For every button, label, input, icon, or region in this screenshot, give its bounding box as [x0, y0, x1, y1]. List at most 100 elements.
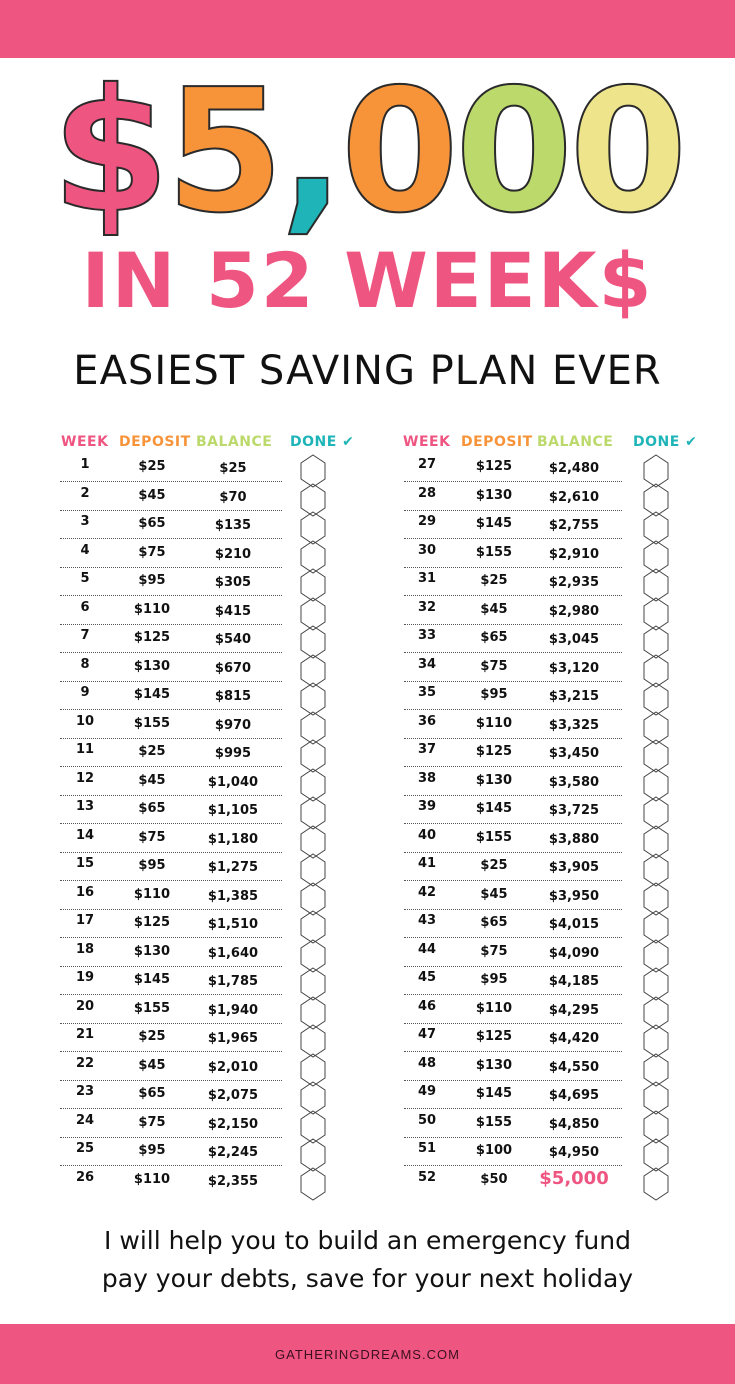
- balance-cell: $815: [214, 689, 252, 704]
- header-done: DONE ✔: [290, 434, 355, 450]
- balance-cell: $2,935: [548, 575, 600, 590]
- done-checkbox-hexagon[interactable]: [643, 710, 669, 745]
- done-checkbox-hexagon[interactable]: [300, 910, 326, 944]
- done-checkbox-hexagon[interactable]: [643, 1081, 669, 1115]
- deposit-cell: $125: [475, 744, 513, 759]
- done-checkbox-hexagon[interactable]: [300, 596, 326, 631]
- done-checkbox-hexagon[interactable]: [300, 653, 326, 688]
- done-checkbox-hexagon[interactable]: [643, 1024, 669, 1058]
- done-checkbox-hexagon[interactable]: [300, 824, 326, 859]
- deposit-cell: $145: [475, 801, 513, 816]
- done-checkbox-hexagon[interactable]: [300, 682, 326, 716]
- balance-cell: $1,965: [207, 1031, 259, 1046]
- header-deposit: DEPOSIT: [119, 434, 191, 450]
- done-checkbox-hexagon[interactable]: [643, 881, 669, 916]
- done-checkbox-hexagon[interactable]: [300, 796, 326, 830]
- done-checkbox-hexagon[interactable]: [300, 454, 326, 488]
- bottom-band: GATHERINGDREAMS.COM: [0, 1324, 735, 1384]
- done-checkbox-hexagon[interactable]: [300, 568, 326, 602]
- balance-cell: $3,215: [548, 689, 600, 704]
- balance-cell: $1,180: [207, 831, 259, 847]
- done-checkbox-hexagon[interactable]: [643, 568, 669, 602]
- done-checkbox-hexagon[interactable]: [300, 767, 326, 802]
- done-checkbox-hexagon[interactable]: [300, 1052, 326, 1087]
- deposit-cell: $100: [475, 1143, 513, 1158]
- week-cell: 47: [417, 1027, 437, 1042]
- done-checkbox-hexagon[interactable]: [643, 625, 669, 659]
- done-checkbox-hexagon[interactable]: [300, 1081, 326, 1115]
- balance-cell: $3,325: [548, 717, 600, 733]
- deposit-cell: $75: [138, 1114, 166, 1130]
- done-checkbox-hexagon[interactable]: [643, 995, 669, 1030]
- row-divider: [404, 994, 622, 995]
- done-checkbox-hexagon[interactable]: [643, 511, 669, 545]
- deposit-cell: $65: [480, 630, 508, 645]
- footer-site: GATHERINGDREAMS.COM: [275, 1346, 460, 1362]
- row-divider: [404, 965, 622, 967]
- done-checkbox-hexagon[interactable]: [300, 482, 326, 517]
- deposit-cell: $155: [133, 715, 171, 731]
- balance-cell: $2,755: [548, 518, 600, 533]
- balance-cell: $1,275: [207, 860, 259, 875]
- deposit-cell: $145: [475, 516, 513, 531]
- done-checkbox-hexagon[interactable]: [643, 539, 669, 574]
- done-checkbox-hexagon[interactable]: [643, 454, 669, 488]
- done-checkbox-hexagon[interactable]: [300, 625, 326, 659]
- done-checkbox-hexagon[interactable]: [643, 853, 669, 887]
- done-checkbox-hexagon[interactable]: [643, 739, 669, 773]
- week-cell: 44: [417, 941, 437, 957]
- done-checkbox-hexagon[interactable]: [643, 1166, 669, 1201]
- done-checkbox-hexagon[interactable]: [643, 824, 669, 859]
- done-checkbox-hexagon[interactable]: [643, 767, 669, 802]
- done-checkbox-hexagon[interactable]: [643, 967, 669, 1001]
- week-cell: 48: [417, 1055, 437, 1071]
- row-divider: [60, 652, 282, 653]
- week-cell: 4: [80, 542, 90, 558]
- row-divider: [404, 1108, 622, 1109]
- week-cell: 7: [80, 628, 90, 643]
- done-checkbox-hexagon[interactable]: [300, 511, 326, 545]
- done-checkbox-hexagon[interactable]: [300, 1024, 326, 1058]
- balance-cell: $3,905: [548, 860, 600, 875]
- deposit-cell: $65: [138, 1086, 166, 1101]
- row-divider: [404, 766, 622, 767]
- done-checkbox-hexagon[interactable]: [643, 1138, 669, 1172]
- done-checkbox-hexagon[interactable]: [643, 1052, 669, 1087]
- done-checkbox-hexagon[interactable]: [300, 881, 326, 916]
- done-checkbox-hexagon[interactable]: [643, 910, 669, 944]
- done-checkbox-hexagon[interactable]: [300, 1138, 326, 1172]
- done-checkbox-hexagon[interactable]: [300, 967, 326, 1001]
- done-checkbox-hexagon[interactable]: [300, 710, 326, 745]
- week-cell: 14: [75, 827, 95, 843]
- row-divider: [404, 1165, 622, 1166]
- done-checkbox-hexagon[interactable]: [643, 653, 669, 688]
- done-checkbox-hexagon[interactable]: [300, 1109, 326, 1144]
- done-checkbox-hexagon[interactable]: [643, 796, 669, 830]
- done-checkbox-hexagon[interactable]: [300, 539, 326, 574]
- balance-cell: $1,385: [207, 888, 259, 904]
- week-cell: 9: [80, 685, 90, 700]
- done-checkbox-hexagon[interactable]: [300, 938, 326, 973]
- header-week: WEEK: [403, 434, 451, 450]
- week-cell: 37: [417, 742, 437, 757]
- week-cell: 45: [417, 970, 437, 985]
- done-checkbox-hexagon[interactable]: [300, 995, 326, 1030]
- row-divider: [404, 680, 622, 682]
- done-checkbox-hexagon[interactable]: [300, 853, 326, 887]
- row-divider: [60, 538, 282, 539]
- row-divider: [60, 1136, 282, 1138]
- row-divider: [404, 1051, 622, 1052]
- message-line: pay your debts, save for your next holid…: [101, 1264, 634, 1293]
- row-divider: [404, 481, 622, 482]
- deposit-cell: $125: [133, 915, 171, 930]
- done-checkbox-hexagon[interactable]: [643, 596, 669, 631]
- done-checkbox-hexagon[interactable]: [643, 682, 669, 716]
- week-cell: 51: [417, 1141, 437, 1156]
- done-checkbox-hexagon[interactable]: [643, 1109, 669, 1144]
- done-checkbox-hexagon[interactable]: [300, 739, 326, 773]
- deposit-cell: $25: [480, 573, 508, 588]
- done-checkbox-hexagon[interactable]: [300, 1166, 326, 1201]
- deposit-cell: $155: [133, 1000, 171, 1016]
- done-checkbox-hexagon[interactable]: [643, 938, 669, 973]
- done-checkbox-hexagon[interactable]: [643, 482, 669, 517]
